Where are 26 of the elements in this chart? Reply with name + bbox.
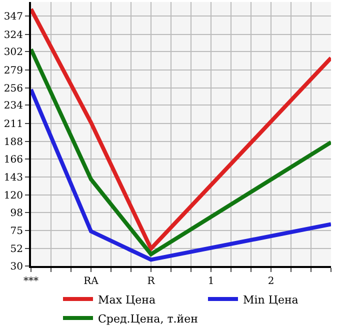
y-tick-label: 166 <box>4 154 23 166</box>
legend-label: Сред.Цена, т.йен <box>98 312 198 326</box>
y-tick-label: 143 <box>4 172 23 184</box>
y-tick-label: 75 <box>10 226 23 238</box>
x-tick-label: 2 <box>268 276 274 287</box>
y-tick-label: 234 <box>4 100 23 112</box>
x-tick-label: *** <box>24 276 38 287</box>
x-tick-label: RA <box>84 276 100 287</box>
x-tick-label: R <box>147 276 156 287</box>
y-tick-label: 188 <box>4 136 23 148</box>
y-tick-label: 279 <box>4 65 23 76</box>
y-tick-label: 347 <box>4 12 23 23</box>
legend-label: Max Цена <box>98 293 156 306</box>
y-tick-label: 98 <box>10 208 23 219</box>
y-tick-label: 30 <box>10 262 23 272</box>
y-tick-label: 324 <box>4 30 23 41</box>
x-tick-label: 1 <box>208 276 214 287</box>
line-series <box>31 7 331 251</box>
y-tick-label: 120 <box>4 190 23 202</box>
y-tick-label: 256 <box>4 83 23 94</box>
line-series <box>31 87 331 262</box>
y-tick-label: 52 <box>10 244 23 256</box>
line-series <box>31 47 331 256</box>
legend-label: Min Цена <box>242 293 299 306</box>
y-tick-label: 302 <box>4 47 23 58</box>
y-tick-label: 211 <box>4 118 23 130</box>
